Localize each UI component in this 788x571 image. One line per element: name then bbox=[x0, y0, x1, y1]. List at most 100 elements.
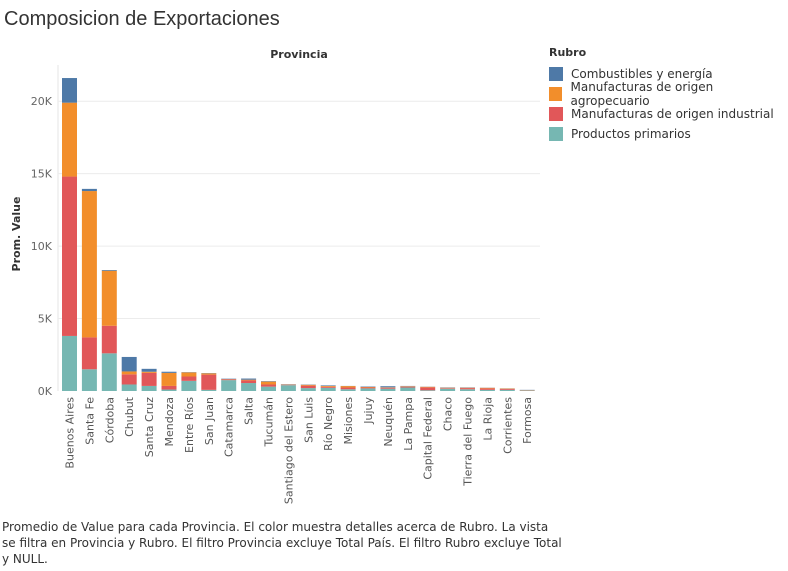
bar-segment-moa[interactable] bbox=[340, 386, 356, 388]
bar-segment-moi[interactable] bbox=[440, 388, 456, 389]
bar-segment-moi[interactable] bbox=[380, 387, 396, 389]
bar-segment-primarios[interactable] bbox=[420, 390, 436, 391]
bar-segment-primarios[interactable] bbox=[201, 389, 217, 391]
bar-segment-moi[interactable] bbox=[320, 386, 336, 388]
bar-segment-moa[interactable] bbox=[261, 381, 276, 385]
bar-segment-moa[interactable] bbox=[300, 384, 316, 386]
bar-segment-moa[interactable] bbox=[320, 385, 336, 387]
column-header: Provincia bbox=[270, 48, 328, 61]
bar-segment-moi[interactable] bbox=[300, 385, 316, 389]
bar-segment-primarios[interactable] bbox=[261, 386, 276, 391]
legend-swatch bbox=[549, 127, 563, 141]
x-tick-label: Buenos Aires bbox=[64, 397, 77, 469]
bar-segment-primarios[interactable] bbox=[460, 389, 475, 391]
bar-segment-moi[interactable] bbox=[181, 376, 197, 381]
bar-segment-moi[interactable] bbox=[479, 388, 495, 390]
x-tick-label: Formosa bbox=[521, 397, 534, 444]
x-tick-label: San Juan bbox=[203, 397, 216, 445]
bar-segment-moa[interactable] bbox=[81, 191, 97, 338]
bar-segment-primarios[interactable] bbox=[300, 388, 316, 391]
x-tick-label: Córdoba bbox=[103, 397, 116, 443]
x-tick-label: La Pampa bbox=[402, 397, 415, 451]
x-tick-label: Catamarca bbox=[223, 397, 236, 457]
bar-segment-primarios[interactable] bbox=[181, 380, 197, 391]
bar-segment-moi[interactable] bbox=[340, 387, 356, 390]
bar-segment-moa[interactable] bbox=[420, 386, 436, 388]
bar-segment-primarios[interactable] bbox=[499, 389, 515, 391]
x-tick-label: Chaco bbox=[442, 397, 455, 431]
bar-segment-moi[interactable] bbox=[121, 374, 137, 385]
x-tick-label: Santa Cruz bbox=[143, 397, 156, 457]
x-tick-label: Entre Ríos bbox=[183, 397, 196, 453]
bar-segment-combustibles[interactable] bbox=[161, 371, 177, 373]
bar-segment-moa[interactable] bbox=[161, 372, 177, 386]
bar-segment-moi[interactable] bbox=[499, 388, 515, 390]
bar-segment-moi[interactable] bbox=[161, 385, 177, 390]
x-axis-ticks: Buenos Aires Santa Fe Córdoba Chubut Santa C… bbox=[64, 396, 535, 504]
bar-segment-primarios[interactable] bbox=[221, 380, 237, 391]
legend-item-primarios[interactable]: Productos primarios bbox=[549, 124, 788, 144]
bar-segment-primarios[interactable] bbox=[241, 383, 257, 391]
bar-segment-moi[interactable] bbox=[141, 372, 157, 386]
bar-segment-moa[interactable] bbox=[479, 387, 495, 389]
bar-segment-moi[interactable] bbox=[241, 380, 257, 384]
bar-segment-primarios[interactable] bbox=[161, 389, 177, 391]
bar-segment-primarios[interactable] bbox=[519, 390, 535, 391]
bar-segment-combustibles[interactable] bbox=[101, 270, 117, 271]
bar-segment-primarios[interactable] bbox=[380, 388, 396, 391]
bar-segment-combustibles[interactable] bbox=[62, 78, 77, 103]
legend-item-moi[interactable]: Manufacturas de origen industrial bbox=[549, 104, 788, 124]
bar-segment-moi[interactable] bbox=[201, 374, 217, 390]
legend-label: Manufacturas de origen agropecuario bbox=[570, 80, 714, 108]
bar-segment-moa[interactable] bbox=[201, 373, 217, 375]
bar-segment-primarios[interactable] bbox=[479, 389, 495, 391]
bar-segment-moi[interactable] bbox=[81, 337, 97, 370]
bar-segment-moi[interactable] bbox=[221, 379, 237, 381]
bar-segment-primarios[interactable] bbox=[340, 389, 356, 391]
bar-segment-primarios[interactable] bbox=[400, 387, 416, 391]
bars bbox=[62, 78, 535, 391]
bar-segment-moi[interactable] bbox=[101, 325, 117, 354]
bar-segment-primarios[interactable] bbox=[121, 384, 137, 391]
bar-segment-primarios[interactable] bbox=[320, 387, 336, 391]
bar-segment-moa[interactable] bbox=[360, 386, 376, 388]
x-tick-label: La Rioja bbox=[481, 397, 494, 441]
legend-item-combustibles[interactable]: Combustibles y energía bbox=[549, 64, 788, 84]
bar-segment-combustibles[interactable] bbox=[81, 188, 97, 192]
bar-segment-moa[interactable] bbox=[101, 270, 117, 326]
bar-segment-combustibles[interactable] bbox=[241, 378, 257, 380]
bar-segment-combustibles[interactable] bbox=[141, 368, 157, 372]
bar-segment-moi[interactable] bbox=[360, 387, 376, 389]
x-tick-label: Tierra del Fuego bbox=[462, 397, 475, 487]
x-tick-label: San Luis bbox=[302, 397, 315, 443]
bar-segment-primarios[interactable] bbox=[101, 353, 117, 391]
bar-segment-primarios[interactable] bbox=[81, 369, 97, 391]
bar-segment-combustibles[interactable] bbox=[320, 385, 336, 386]
bar-segment-combustibles[interactable] bbox=[121, 356, 137, 372]
bar-segment-moa[interactable] bbox=[141, 371, 157, 373]
bar-segment-moi[interactable] bbox=[62, 176, 77, 336]
bar-segment-moi[interactable] bbox=[261, 384, 276, 387]
legend-swatch bbox=[549, 87, 563, 101]
bar-segment-moi[interactable] bbox=[460, 388, 475, 390]
bar-segment-combustibles[interactable] bbox=[380, 386, 396, 388]
bar-segment-primarios[interactable] bbox=[62, 335, 77, 391]
bar-segment-primarios[interactable] bbox=[440, 388, 456, 391]
bar-segment-moa[interactable] bbox=[241, 379, 257, 381]
bar-segment-primarios[interactable] bbox=[360, 388, 376, 391]
legend-items: Combustibles y energía Manufacturas de or… bbox=[549, 64, 788, 144]
bar-segment-moi[interactable] bbox=[400, 386, 416, 388]
legend-title: Rubro bbox=[549, 46, 587, 59]
bar-segment-moa[interactable] bbox=[62, 102, 77, 177]
bar-segment-moa[interactable] bbox=[181, 372, 197, 377]
legend-item-moa[interactable]: Manufacturas de origen agropecuario bbox=[549, 80, 788, 108]
bar-segment-primarios[interactable] bbox=[280, 385, 296, 391]
bar-segment-primarios[interactable] bbox=[141, 385, 157, 391]
bar-segment-moi[interactable] bbox=[420, 387, 436, 391]
x-tick-label: Río Negro bbox=[322, 397, 335, 451]
x-tick-label: Salta bbox=[243, 397, 256, 425]
bar-segment-moa[interactable] bbox=[121, 371, 137, 375]
chart-title: Composicion de Exportaciones bbox=[4, 8, 280, 30]
legend-label: Productos primarios bbox=[571, 127, 691, 141]
x-tick-label: Mendoza bbox=[163, 397, 176, 446]
